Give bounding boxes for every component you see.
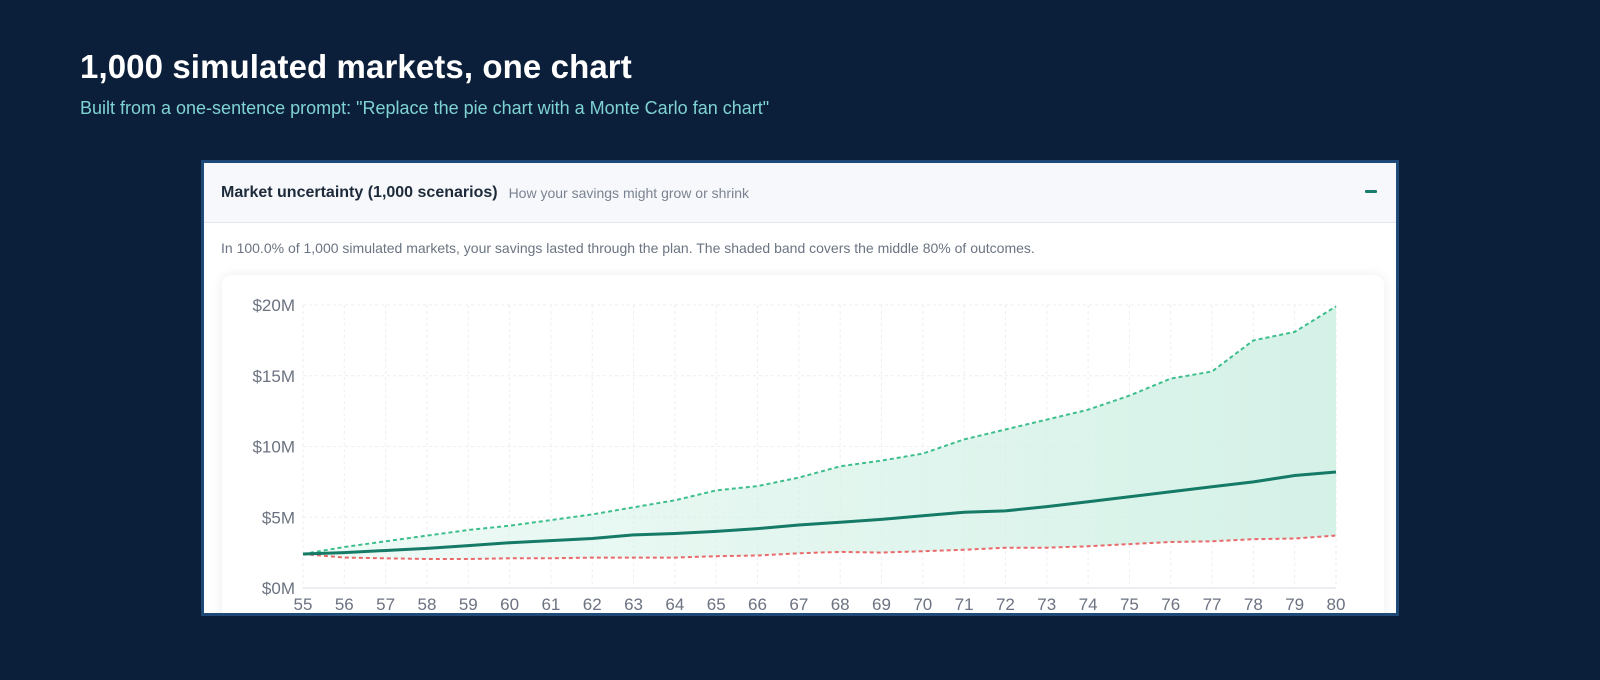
series-lines [302,305,1337,560]
uncertainty-panel: Market uncertainty (1,000 scenarios) How… [201,160,1399,616]
x-tick-label: 60 [500,595,519,614]
panel-header[interactable]: Market uncertainty (1,000 scenarios) How… [204,163,1396,223]
x-tick-label: 59 [459,595,478,614]
x-tick-label: 61 [541,595,560,614]
chart-card: $0M $5M $10M $15M $20M 55 56 57 58 59 60 61 62 63 64 65… [222,275,1384,614]
y-tick-label: $15M [252,367,295,386]
minus-icon [1365,189,1377,193]
y-tick-label: $5M [262,508,295,527]
x-tick-label: 55 [294,595,313,614]
panel-title: Market uncertainty (1,000 scenarios) [221,183,498,201]
x-tick-label: 62 [583,595,602,614]
panel-hint: How your savings might grow or shrink [508,184,749,201]
x-tick-label: 64 [665,595,684,614]
x-tick-label: 75 [1120,595,1139,614]
y-tick-label: $20M [252,296,295,315]
x-tick-label: 74 [1079,595,1098,614]
x-tick-label: 58 [417,595,436,614]
confidence-band [303,306,1336,559]
page-subtitle: Built from a one-sentence prompt: "Repla… [80,98,770,118]
chart-axes: $0M $5M $10M $15M $20M 55 56 57 58 59 60 61 62 63 64 65… [252,296,1346,614]
band-area [303,306,1336,559]
x-tick-label: 68 [831,595,850,614]
x-tick-label: 78 [1244,595,1263,614]
hero: 1,000 simulated markets, one chart Built… [80,48,769,119]
x-tick-label: 56 [335,595,354,614]
x-tick-label: 69 [872,595,891,614]
median-line [302,470,1337,556]
panel-summary: In 100.0% of 1,000 simulated markets, yo… [221,240,1035,256]
page-title: 1,000 simulated markets, one chart [80,48,632,85]
x-tick-label: 63 [624,595,643,614]
x-tick-label: 79 [1285,595,1304,614]
collapse-button[interactable] [1360,180,1382,202]
x-tick-label: 80 [1327,595,1346,614]
y-tick-label: $10M [252,438,295,457]
x-tick-label: 73 [1037,595,1056,614]
x-tick-label: 57 [376,595,395,614]
x-tick-label: 70 [913,595,932,614]
lower-percentile-line [302,534,1337,560]
y-tick-label: $0M [262,579,295,598]
x-tick-label: 66 [748,595,767,614]
x-tick-label: 67 [789,595,808,614]
x-tick-label: 77 [1203,595,1222,614]
x-tick-label: 72 [996,595,1015,614]
x-tick-label: 76 [1161,595,1180,614]
x-tick-label: 65 [707,595,726,614]
fan-chart: $0M $5M $10M $15M $20M 55 56 57 58 59 60 61 62 63 64 65… [252,296,1346,614]
x-tick-label: 71 [955,595,974,614]
